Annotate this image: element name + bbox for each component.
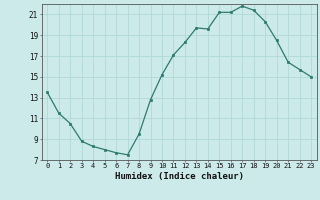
X-axis label: Humidex (Indice chaleur): Humidex (Indice chaleur) bbox=[115, 172, 244, 181]
